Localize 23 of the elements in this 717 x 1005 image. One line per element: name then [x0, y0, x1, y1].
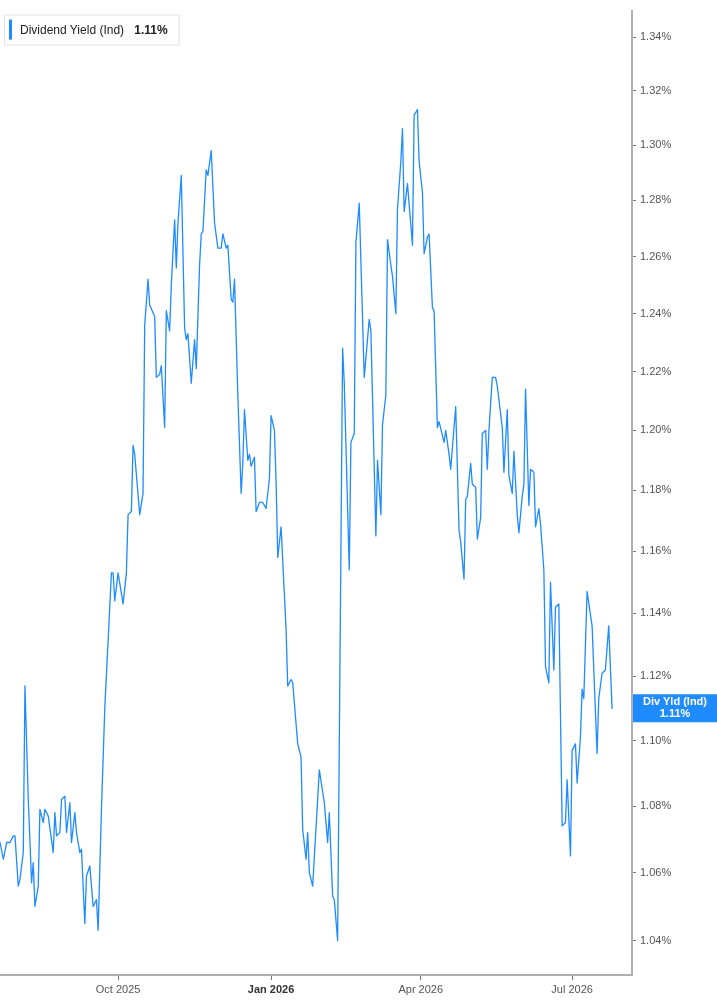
y-tick-label: 1.12% — [640, 669, 672, 682]
y-tick-label: 1.20% — [640, 423, 672, 436]
y-tick-label: 1.24% — [640, 306, 672, 319]
text: Div Yld (Ind) 1.11% — [643, 695, 708, 720]
x-tick-label: Apr 2026 — [398, 982, 444, 995]
x-tick-label: Jan 2026 — [247, 982, 295, 995]
y-tick-label: 1.06% — [640, 865, 672, 878]
y-tick-label: 1.22% — [640, 364, 672, 377]
y-tick-label: 1.16% — [640, 544, 672, 557]
y-tick-label: 1.26% — [640, 249, 672, 262]
y-tick-label: 1.10% — [640, 733, 672, 746]
y-tick-label: 1.08% — [640, 799, 672, 812]
x-tick-label: Jul 2026 — [551, 982, 593, 995]
y-tick-label: 1.04% — [640, 933, 672, 946]
annotation: 1.11% — [134, 22, 168, 37]
y-tick-label: 1.18% — [640, 483, 672, 496]
y-tick-label: 1.30% — [640, 138, 672, 151]
y-tick-label: 1.34% — [640, 30, 672, 43]
x-tick-label: Oct 2025 — [95, 982, 141, 995]
y-tick-label: 1.14% — [640, 606, 672, 619]
y-tick-label: 1.32% — [640, 83, 672, 96]
y-tick-label: 1.28% — [640, 193, 672, 206]
legend-label: Dividend Yield (Ind) — [20, 22, 125, 37]
